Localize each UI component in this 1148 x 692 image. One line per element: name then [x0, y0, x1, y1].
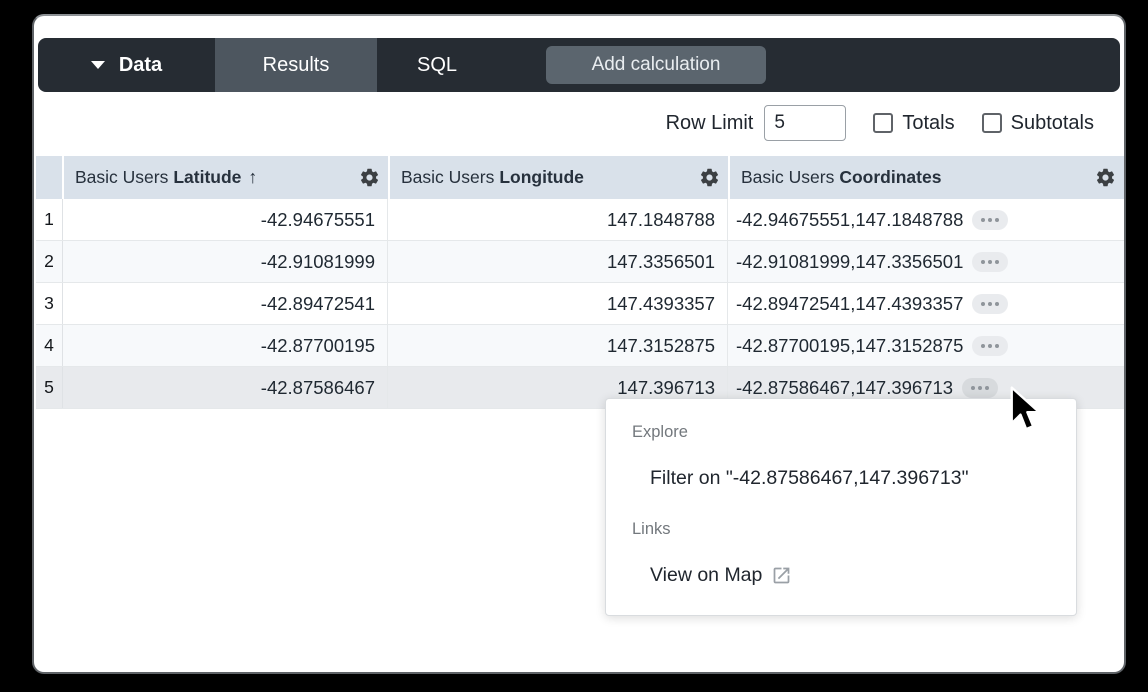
results-table: Basic Users Latitude ↑ Basic Users Longi…	[36, 156, 1124, 409]
menu-item-label: Filter on "-42.87586467,147.396713"	[650, 467, 969, 489]
column-header-longitude[interactable]: Basic Users Longitude	[390, 156, 728, 199]
cell-longitude[interactable]: 147.4393357	[388, 283, 728, 324]
results-controls: Row Limit Totals Subtotals	[666, 101, 1094, 145]
tab-sql-label: SQL	[416, 53, 458, 76]
row-number-header	[36, 156, 62, 199]
row-limit-input[interactable]	[764, 105, 847, 141]
cell-actions-button[interactable]	[972, 251, 1009, 272]
row-number: 5	[36, 367, 63, 408]
row-number: 4	[36, 325, 63, 366]
cell-coordinates[interactable]: -42.94675551,147.1848788	[728, 199, 1124, 240]
column-prefix: Basic Users	[401, 167, 495, 187]
gear-icon[interactable]	[1095, 167, 1116, 188]
cell-actions-button[interactable]	[972, 209, 1009, 230]
column-header-latitude[interactable]: Basic Users Latitude ↑	[64, 156, 388, 199]
row-number: 3	[36, 283, 63, 324]
subtotals-label: Subtotals	[1010, 111, 1094, 134]
cell-latitude[interactable]: -42.91081999	[63, 241, 388, 282]
column-field-name: Coordinates	[839, 167, 942, 187]
menu-item-view-on-map[interactable]: View on Map	[650, 562, 1076, 588]
cell-value: -42.91081999,147.3356501	[736, 250, 964, 272]
table-header-row: Basic Users Latitude ↑ Basic Users Longi…	[36, 156, 1124, 199]
cell-actions-menu: Explore Filter on "-42.87586467,147.3967…	[605, 398, 1077, 616]
cell-longitude[interactable]: 147.396713	[388, 367, 728, 408]
cell-coordinates[interactable]: -42.87586467,147.396713	[728, 367, 1124, 408]
cell-latitude[interactable]: -42.87586467	[63, 367, 388, 408]
cell-value: -42.87700195,147.3152875	[736, 334, 964, 356]
table-row: 3 -42.89472541 147.4393357 -42.89472541,…	[36, 283, 1124, 325]
cell-value: -42.87586467,147.396713	[736, 376, 954, 398]
subtotals-checkbox[interactable]	[981, 113, 1002, 133]
menu-section-links: Links	[632, 520, 671, 538]
column-prefix: Basic Users	[75, 167, 169, 187]
tab-data[interactable]: Data	[38, 38, 215, 92]
explorer-window: Data Results SQL Add calculation Row Lim…	[32, 14, 1126, 674]
sort-asc-icon: ↑	[248, 167, 258, 187]
cell-coordinates[interactable]: -42.89472541,147.4393357	[728, 283, 1124, 324]
cell-longitude[interactable]: 147.3356501	[388, 241, 728, 282]
subtotals-checkbox-group[interactable]: Subtotals	[981, 111, 1094, 135]
column-field-name: Latitude	[173, 167, 242, 187]
open-in-new-icon	[771, 565, 792, 586]
cell-longitude[interactable]: 147.3152875	[388, 325, 728, 366]
cell-value: -42.89472541,147.4393357	[736, 292, 964, 314]
cell-longitude[interactable]: 147.1848788	[388, 199, 728, 240]
tab-sql[interactable]: SQL	[377, 38, 497, 92]
chevron-down-icon	[90, 61, 105, 69]
table-row: 4 -42.87700195 147.3152875 -42.87700195,…	[36, 325, 1124, 367]
row-number: 1	[36, 199, 63, 240]
cell-value: -42.94675551,147.1848788	[736, 208, 964, 230]
gear-icon[interactable]	[359, 167, 380, 188]
cell-actions-button[interactable]	[972, 335, 1009, 356]
cell-coordinates[interactable]: -42.91081999,147.3356501	[728, 241, 1124, 282]
totals-checkbox-group[interactable]: Totals	[873, 111, 955, 135]
cell-actions-button[interactable]	[972, 293, 1009, 314]
cell-latitude[interactable]: -42.94675551	[63, 199, 388, 240]
column-field-name: Longitude	[499, 167, 584, 187]
cell-latitude[interactable]: -42.87700195	[63, 325, 388, 366]
row-limit-label: Row Limit	[665, 111, 754, 134]
totals-label: Totals	[902, 111, 955, 134]
tab-data-label: Data	[118, 53, 163, 76]
tab-results-label: Results	[262, 53, 330, 76]
menu-section-explore: Explore	[632, 423, 688, 441]
cell-latitude[interactable]: -42.89472541	[63, 283, 388, 324]
table-row: 2 -42.91081999 147.3356501 -42.91081999,…	[36, 241, 1124, 283]
gear-icon[interactable]	[699, 167, 720, 188]
menu-item-filter[interactable]: Filter on "-42.87586467,147.396713"	[650, 465, 1076, 491]
mouse-pointer-icon	[1008, 386, 1042, 439]
tab-results[interactable]: Results	[215, 38, 377, 92]
table-row: 1 -42.94675551 147.1848788 -42.94675551,…	[36, 199, 1124, 241]
column-prefix: Basic Users	[741, 167, 835, 187]
tab-bar: Data Results SQL Add calculation	[38, 38, 1120, 92]
menu-item-label: View on Map	[650, 564, 763, 586]
cell-actions-button[interactable]	[962, 377, 999, 398]
totals-checkbox[interactable]	[873, 113, 894, 133]
column-header-coordinates[interactable]: Basic Users Coordinates	[730, 156, 1124, 199]
row-number: 2	[36, 241, 63, 282]
table-row-hovered: 5 -42.87586467 147.396713 -42.87586467,1…	[36, 367, 1124, 409]
add-calculation-button[interactable]: Add calculation	[546, 46, 766, 84]
cell-coordinates[interactable]: -42.87700195,147.3152875	[728, 325, 1124, 366]
